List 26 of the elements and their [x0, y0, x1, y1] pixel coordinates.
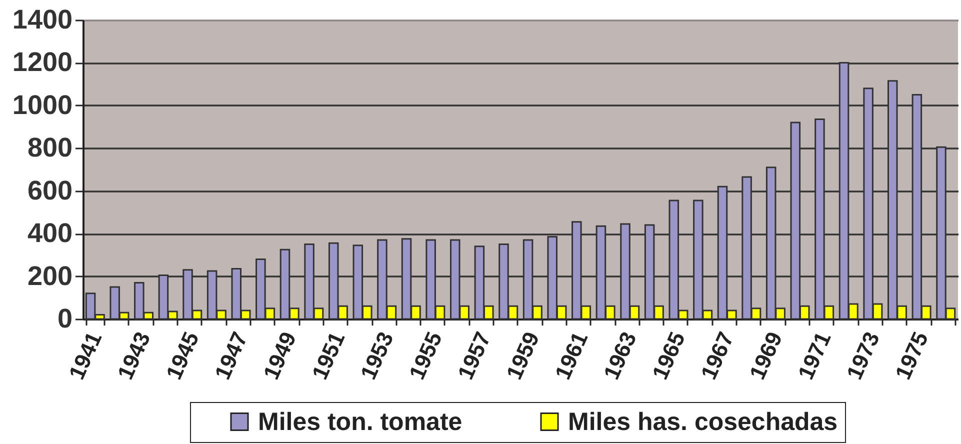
- x-tick-label: 1959: [501, 328, 544, 384]
- x-tick-label: 1947: [210, 328, 252, 384]
- x-tick-label: 1963: [598, 328, 642, 384]
- x-tick-label: 1945: [161, 328, 204, 384]
- x-tick-label: 1969: [744, 328, 788, 384]
- x-tick-label: 1971: [793, 328, 836, 384]
- y-tick-label: 200: [27, 260, 72, 291]
- x-tick-label: 1953: [356, 328, 398, 384]
- x-tick-label: 1957: [452, 328, 496, 384]
- x-tick-label: 1975: [890, 328, 934, 384]
- legend-label: Miles has. cosechadas: [568, 408, 838, 436]
- y-tick-label: 600: [27, 175, 72, 206]
- y-tick-label: 1400: [12, 4, 72, 34]
- y-tick-label: 800: [27, 132, 72, 163]
- x-tick-label: 1967: [696, 328, 739, 384]
- x-tick-label: 1949: [258, 328, 302, 384]
- x-tick-label: 1973: [842, 328, 884, 384]
- legend-label: Miles ton. tomate: [258, 408, 462, 436]
- y-tick-label: 400: [27, 218, 72, 248]
- y-tick-label: 1000: [12, 90, 72, 120]
- x-tick-label: 1943: [112, 328, 156, 384]
- x-tick-label: 1955: [404, 328, 447, 384]
- x-tick-label: 1965: [647, 328, 690, 384]
- y-tick-label: 1200: [12, 47, 72, 78]
- x-tick-label: 1951: [306, 328, 350, 384]
- x-tick-label: 1961: [550, 328, 593, 384]
